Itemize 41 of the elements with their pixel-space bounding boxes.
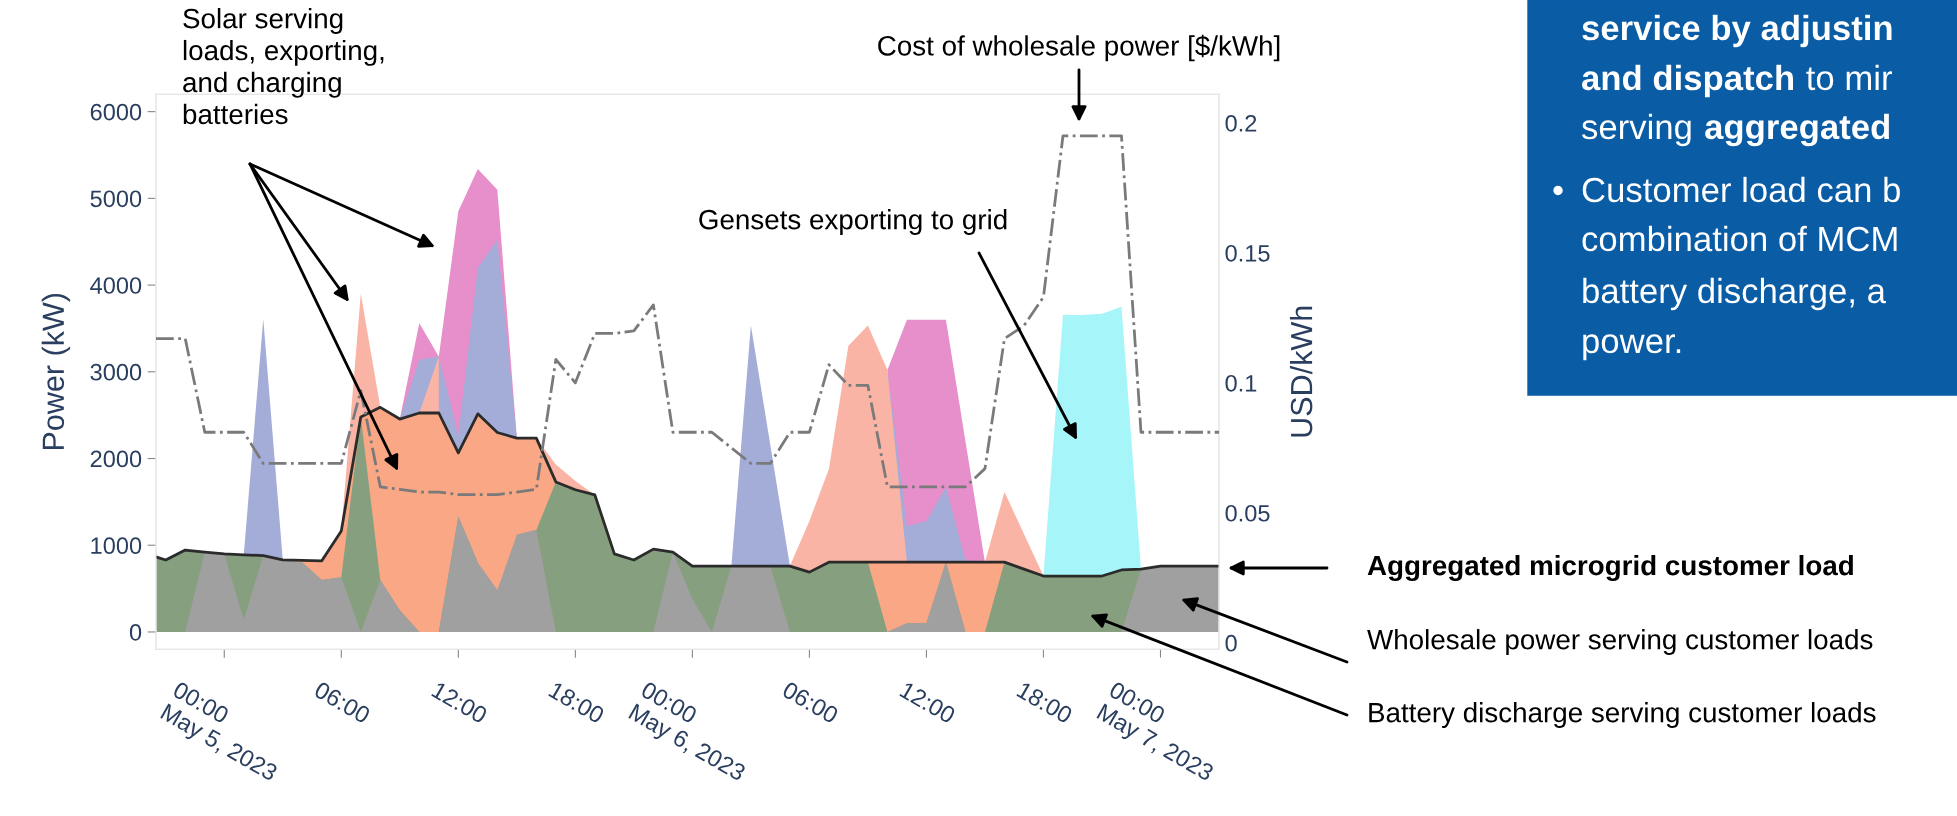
y-tick-label: 0 — [129, 624, 142, 641]
text: serving — [1581, 113, 1691, 147]
x-tick-label: 12:00 — [431, 681, 489, 724]
text: service by adjustin — [1582, 14, 1892, 48]
y2-axis-title: USD/kWh — [1289, 306, 1313, 437]
x-tick-label: 00:00 May 5, 2023 — [157, 680, 279, 786]
text: Cost of wholesale power [$/kWh] — [878, 34, 1280, 62]
y2-tick-label: 0.2 — [1225, 114, 1257, 132]
text: power. — [1583, 334, 1681, 361]
annotation: Solar serving loads, exporting, and charging batteries — [183, 8, 384, 125]
text: combination of MCM — [1582, 225, 1897, 252]
text: Wholesale power serving customer loads — [1367, 629, 1873, 655]
text: Battery discharge serving customer loads — [1369, 702, 1876, 728]
x-tick-label: 18:00 — [1016, 681, 1074, 724]
x-tick-label: 00:00 May 6, 2023 — [625, 680, 747, 786]
x-tick-label: 06:00 — [313, 680, 372, 724]
line-series — [156, 405, 1219, 578]
x-tick-label: 18:00 — [548, 681, 606, 724]
text: to mir — [1806, 64, 1892, 91]
y2-tick-label: 0.1 — [1225, 374, 1257, 392]
y-tick-label: 2000 — [90, 450, 142, 468]
y-tick-label: 3000 — [90, 363, 142, 381]
text: and dispatch — [1582, 64, 1793, 98]
text: Aggregated microgrid customer load — [1367, 554, 1853, 582]
text: aggregated — [1705, 113, 1889, 147]
y-tick-label: 4000 — [90, 277, 142, 294]
annotation: Gensets exporting to grid — [699, 209, 1007, 235]
x-tick-label: 12:00 — [899, 681, 957, 724]
x-tick-label: 00:00 May 7, 2023 — [1094, 680, 1215, 786]
text: • — [1553, 185, 1563, 196]
y-axis-title: Power (kW) — [41, 293, 71, 450]
y-tick-label: 6000 — [90, 103, 142, 121]
y-tick-label: 1000 — [91, 537, 142, 555]
y2-tick-label: 0.05 — [1225, 504, 1270, 522]
y2-tick-label: 0 — [1225, 634, 1237, 652]
x-tick-label: 06:00 — [781, 680, 840, 724]
line-series — [156, 134, 1219, 497]
y-tick-label: 5000 — [90, 190, 142, 208]
y2-tick-label: 0.15 — [1225, 244, 1270, 262]
text: Customer load can b — [1582, 176, 1900, 203]
text: battery discharge, a — [1583, 277, 1886, 311]
